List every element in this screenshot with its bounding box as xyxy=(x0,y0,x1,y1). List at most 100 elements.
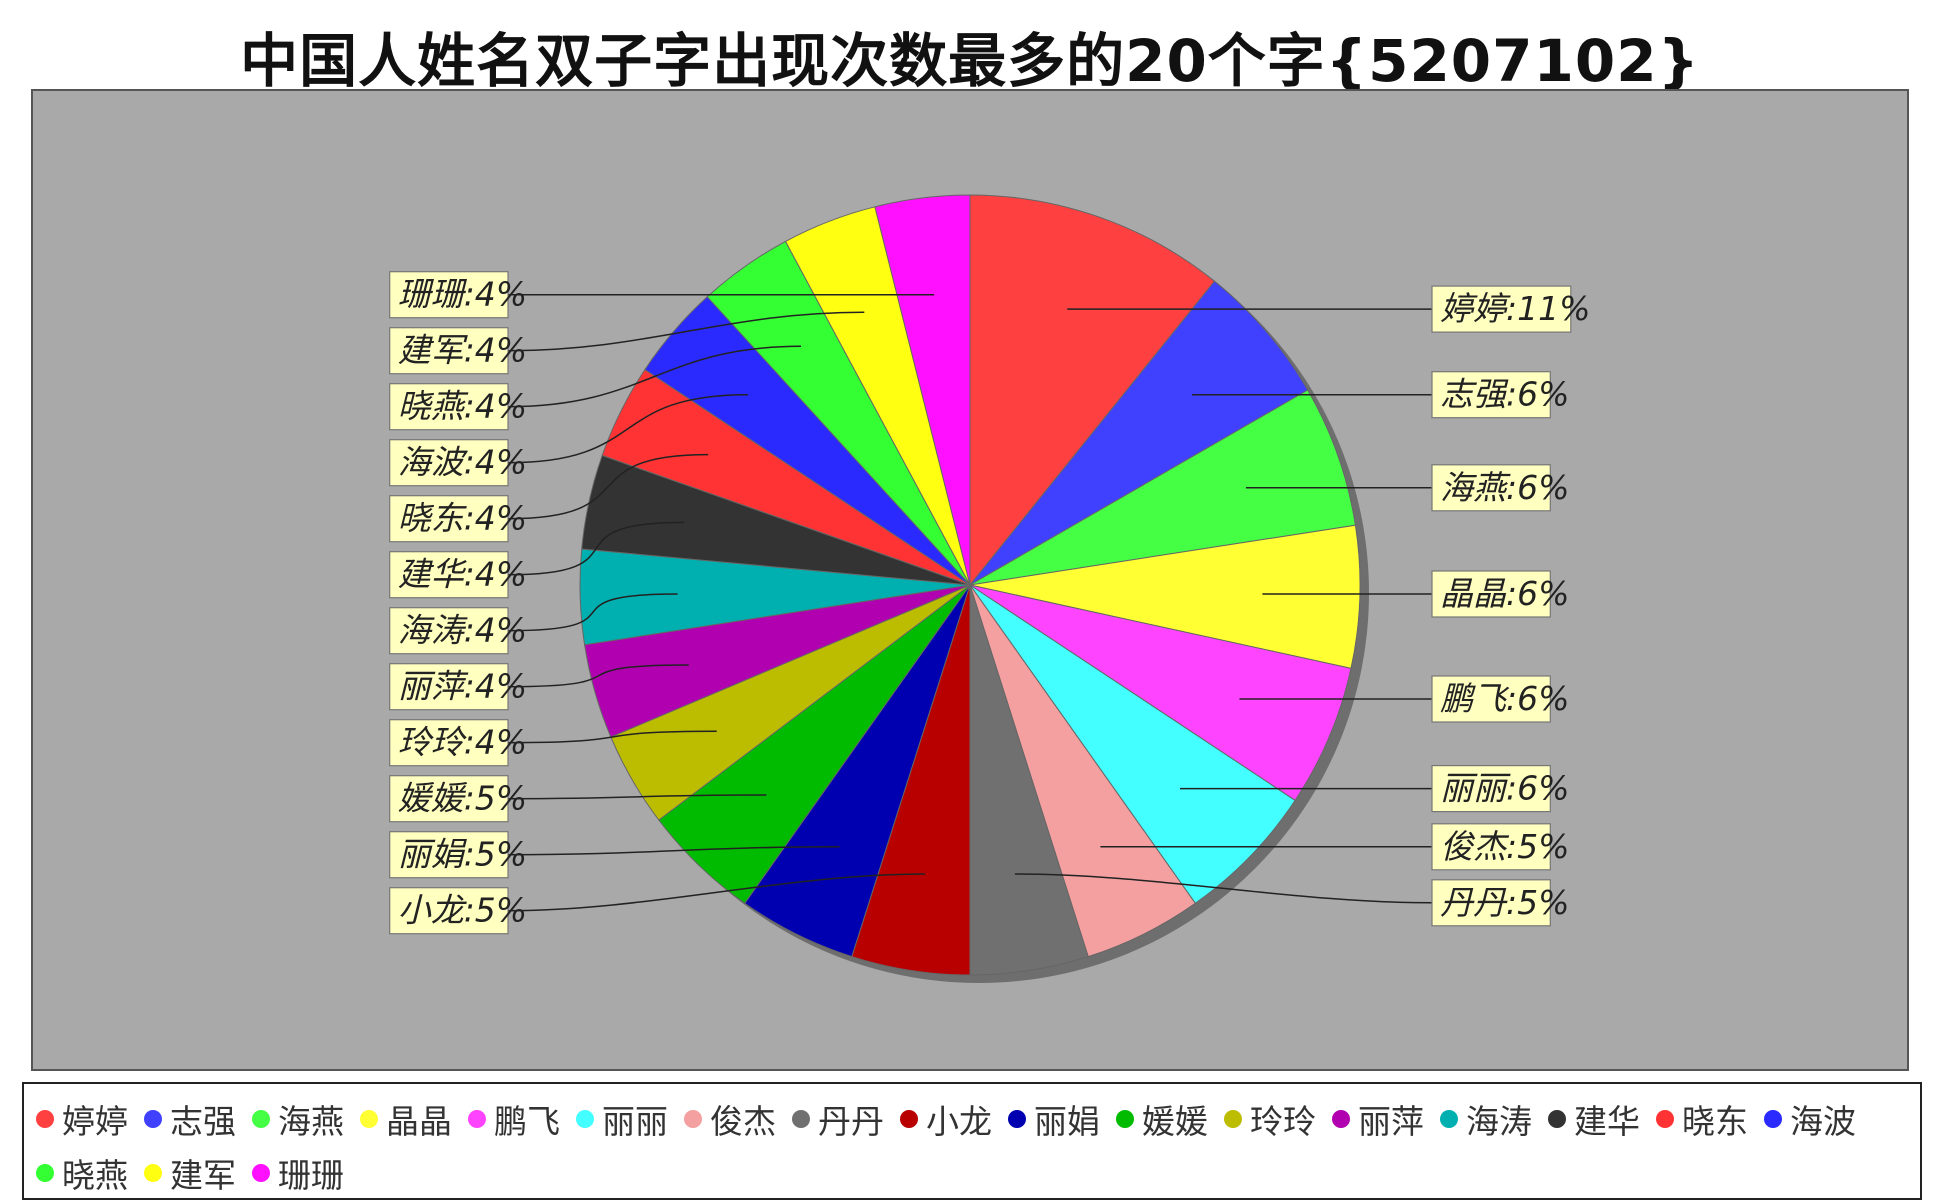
leader-line xyxy=(507,345,802,408)
slice-label: 俊杰:5% xyxy=(1440,827,1569,866)
legend-item: 小龙 xyxy=(900,1096,992,1142)
legend-label: 珊珊 xyxy=(278,1156,344,1195)
leader-line xyxy=(507,593,678,632)
legend: 婷婷 志强 海燕 晶晶 鹏飞 丽丽 俊杰 丹丹 小龙 丽娟 媛媛 玲玲 丽萍 海涛 建华 晓东 海波晓燕 建军 珊珊 xyxy=(22,1082,1922,1200)
legend-label: 玲玲 xyxy=(1250,1102,1316,1141)
slice-label-box xyxy=(1431,764,1551,813)
slice-label-box xyxy=(1431,371,1551,419)
legend-label: 婷婷 xyxy=(62,1102,128,1141)
leader-line xyxy=(507,730,717,744)
leader-line xyxy=(507,393,748,464)
legend-swatch xyxy=(900,1110,918,1128)
slice-label-box xyxy=(389,719,509,767)
legend-swatch xyxy=(144,1110,162,1128)
leader-line xyxy=(1014,873,1433,904)
slice-label: 丽娟:5% xyxy=(398,835,527,874)
legend-item: 志强 xyxy=(144,1096,236,1142)
legend-label: 海燕 xyxy=(278,1102,344,1141)
slice-label: 丽丽:6% xyxy=(1440,769,1569,808)
slice-label: 建华:4% xyxy=(398,555,527,594)
slice-label: 丹丹:5% xyxy=(1440,883,1569,922)
pie-chart: 婷婷:11% 志强:6% 海燕:6% 晶晶:6% 鹏飞:6% 丽丽:6% 俊杰:5% 丹丹:5… xyxy=(31,89,1909,1071)
legend-swatch xyxy=(1440,1110,1458,1128)
legend-item: 丽萍 xyxy=(1332,1096,1424,1142)
legend-item: 玲玲 xyxy=(1224,1096,1316,1142)
slice-label: 海波:4% xyxy=(398,443,527,482)
pie-slice xyxy=(969,280,1309,586)
leader-line xyxy=(507,664,689,688)
legend-item: 俊杰 xyxy=(684,1096,776,1142)
legend-item: 海涛 xyxy=(1440,1096,1532,1142)
slice-label: 珊珊:4% xyxy=(398,275,527,314)
legend-swatch xyxy=(36,1164,54,1182)
legend-label: 丽丽 xyxy=(602,1102,668,1141)
legend-label: 晶晶 xyxy=(386,1102,452,1141)
legend-swatch xyxy=(360,1110,378,1128)
leader-line xyxy=(507,873,926,912)
slice-label: 婷婷:11% xyxy=(1440,289,1590,328)
slice-label: 海燕:6% xyxy=(1440,468,1569,507)
pie-slice xyxy=(969,194,1216,587)
leader-line xyxy=(507,794,767,800)
legend-swatch xyxy=(1008,1110,1026,1128)
legend-item: 建军 xyxy=(144,1150,236,1196)
legend-swatch xyxy=(1332,1110,1350,1128)
legend-label: 海涛 xyxy=(1466,1102,1532,1141)
legend-item: 建华 xyxy=(1548,1096,1640,1142)
legend-label: 建军 xyxy=(170,1156,236,1195)
legend-swatch xyxy=(36,1110,54,1128)
leader-line xyxy=(507,846,840,856)
slice-label: 小龙:5% xyxy=(398,891,527,930)
legend-label: 志强 xyxy=(170,1102,236,1141)
slice-labels: 婷婷:11% 志强:6% 海燕:6% 晶晶:6% 鹏飞:6% 丽丽:6% 俊杰:5% 丹丹:5… xyxy=(389,271,1590,935)
legend-item: 丽娟 xyxy=(1008,1096,1100,1142)
slice-label-box xyxy=(1431,879,1551,927)
legend-label: 丽娟 xyxy=(1034,1102,1100,1141)
slice-label: 志强:6% xyxy=(1440,375,1569,414)
legend-items: 婷婷 志强 海燕 晶晶 鹏飞 丽丽 俊杰 丹丹 小龙 丽娟 媛媛 玲玲 丽萍 海涛 建华 晓东 海波晓燕 建军 珊珊 xyxy=(36,1096,1910,1196)
pie-slice xyxy=(969,389,1356,586)
slice-label-box xyxy=(1431,823,1551,871)
legend-label: 晓燕 xyxy=(62,1156,128,1195)
slice-label-box xyxy=(389,495,509,543)
leader-line xyxy=(507,521,685,576)
legend-item: 海燕 xyxy=(252,1096,344,1142)
legend-label: 海波 xyxy=(1790,1102,1856,1141)
legend-label: 晓东 xyxy=(1682,1102,1748,1141)
slice-label-box xyxy=(1431,570,1551,618)
slice-label-box xyxy=(389,439,509,487)
legend-swatch xyxy=(144,1164,162,1182)
legend-item: 珊珊 xyxy=(252,1150,344,1196)
legend-swatch xyxy=(1224,1110,1242,1128)
slice-label: 丽萍:4% xyxy=(398,667,527,706)
legend-swatch xyxy=(684,1110,702,1128)
legend-label: 鹏飞 xyxy=(494,1102,560,1141)
pie-slice xyxy=(969,584,1296,904)
pie-slices xyxy=(579,194,1361,976)
slice-label: 鹏飞:6% xyxy=(1440,679,1569,718)
legend-item: 丽丽 xyxy=(576,1096,668,1142)
legend-item: 海波 xyxy=(1764,1096,1856,1142)
legend-item: 晓东 xyxy=(1656,1096,1748,1142)
slice-label: 晶晶:6% xyxy=(1440,574,1569,613)
legend-label: 丹丹 xyxy=(818,1102,884,1141)
slice-label-box xyxy=(389,775,509,823)
legend-swatch xyxy=(252,1110,270,1128)
legend-label: 小龙 xyxy=(926,1102,992,1141)
legend-swatch xyxy=(1764,1110,1782,1128)
legend-swatch xyxy=(1548,1110,1566,1128)
legend-swatch xyxy=(1116,1110,1134,1128)
legend-swatch xyxy=(1656,1110,1674,1128)
legend-swatch xyxy=(792,1110,810,1128)
legend-label: 媛媛 xyxy=(1142,1102,1208,1141)
chart-title: 中国人姓名双子字出现次数最多的20个字{5207102} xyxy=(240,27,1700,95)
legend-item: 丹丹 xyxy=(792,1096,884,1142)
slice-label: 晓燕:4% xyxy=(398,387,527,426)
legend-item: 晓燕 xyxy=(36,1150,128,1196)
slice-label: 晓东:4% xyxy=(398,499,527,538)
slice-label-box xyxy=(389,663,509,711)
slice-label: 建军:4% xyxy=(398,331,527,370)
legend-item: 婷婷 xyxy=(36,1096,128,1142)
slice-label: 海涛:4% xyxy=(398,611,527,650)
pie-slice xyxy=(969,584,1352,802)
